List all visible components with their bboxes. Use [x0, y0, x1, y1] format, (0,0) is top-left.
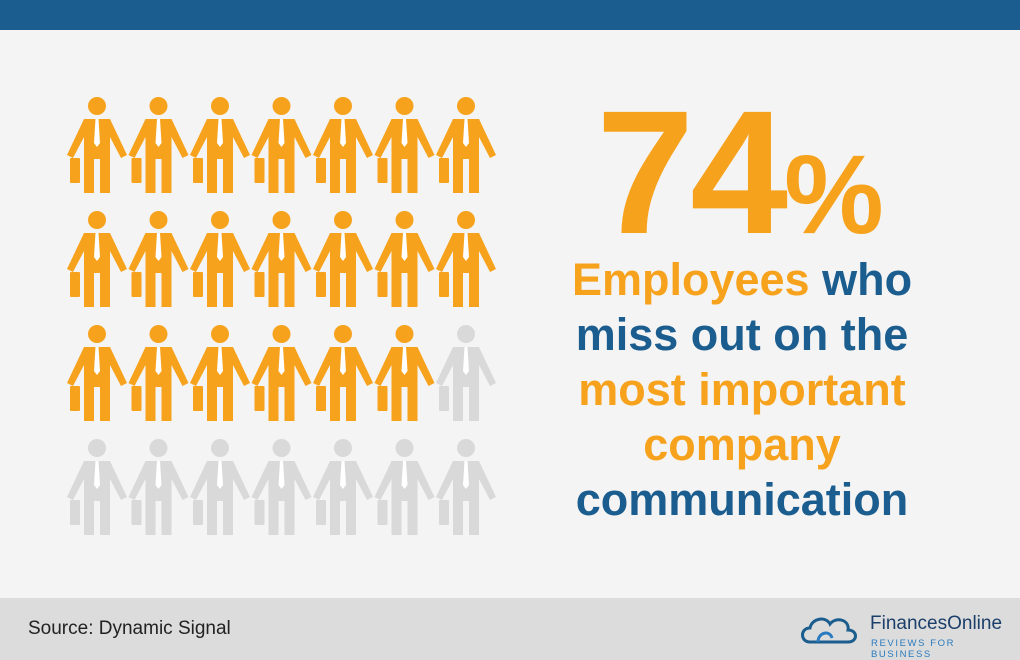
- headline-line: company: [520, 417, 964, 472]
- person-icon: [251, 325, 312, 421]
- person-icon: [190, 97, 250, 193]
- person-icon: [67, 439, 127, 535]
- person-icon: [67, 325, 127, 421]
- headline-line: communication: [520, 472, 964, 527]
- person-icon: [251, 211, 312, 307]
- person-icon: [313, 325, 373, 421]
- person-icon: [251, 97, 312, 193]
- person-icon: [436, 97, 496, 193]
- person-icon: [374, 211, 435, 307]
- stat: 74%: [560, 72, 920, 274]
- person-icon: [190, 439, 250, 535]
- headline-word: who: [822, 254, 913, 305]
- headline-word: Employees: [571, 254, 810, 305]
- top-bar: [0, 0, 1020, 30]
- person-icon: [374, 439, 435, 535]
- logo-cloud: [801, 617, 857, 644]
- headline-line: most important: [520, 362, 964, 417]
- brand: FinancesOnline: [870, 613, 1003, 634]
- person-icon: [128, 325, 189, 421]
- person-icon: [313, 97, 373, 193]
- person-icon: [128, 439, 189, 535]
- headline: Employees who miss out on the most importa…: [520, 252, 964, 527]
- footer: Source: Dynamic Signal FinancesOnline RE…: [0, 598, 1020, 660]
- headline-line: miss out on the: [520, 307, 964, 362]
- person-icon: [251, 439, 312, 535]
- stat-number: 74: [596, 75, 788, 271]
- person-icon: [436, 211, 496, 307]
- person-icon: [436, 325, 496, 421]
- person-icon: [190, 325, 250, 421]
- headline-word: communication: [575, 474, 909, 525]
- person-icon: [313, 211, 373, 307]
- stat-unit: %: [784, 132, 884, 257]
- person-icon: [374, 97, 435, 193]
- person-icon: [128, 211, 189, 307]
- person-icon: [436, 439, 496, 535]
- person-icon: [313, 439, 373, 535]
- headline-word: miss out on the: [575, 309, 909, 360]
- icon-grid: [67, 97, 496, 535]
- person-icon: [374, 325, 435, 421]
- tagline: REVIEWS FOR BUSINESS: [871, 638, 956, 660]
- headline-word: most important: [578, 364, 906, 415]
- person-icon: [67, 211, 127, 307]
- headline-line: Employees who: [520, 252, 964, 307]
- person-icon: [67, 97, 127, 193]
- person-icon: [190, 211, 250, 307]
- headline-word: company: [643, 419, 841, 470]
- source: Source: Dynamic Signal: [28, 618, 231, 639]
- person-icon: [128, 97, 189, 193]
